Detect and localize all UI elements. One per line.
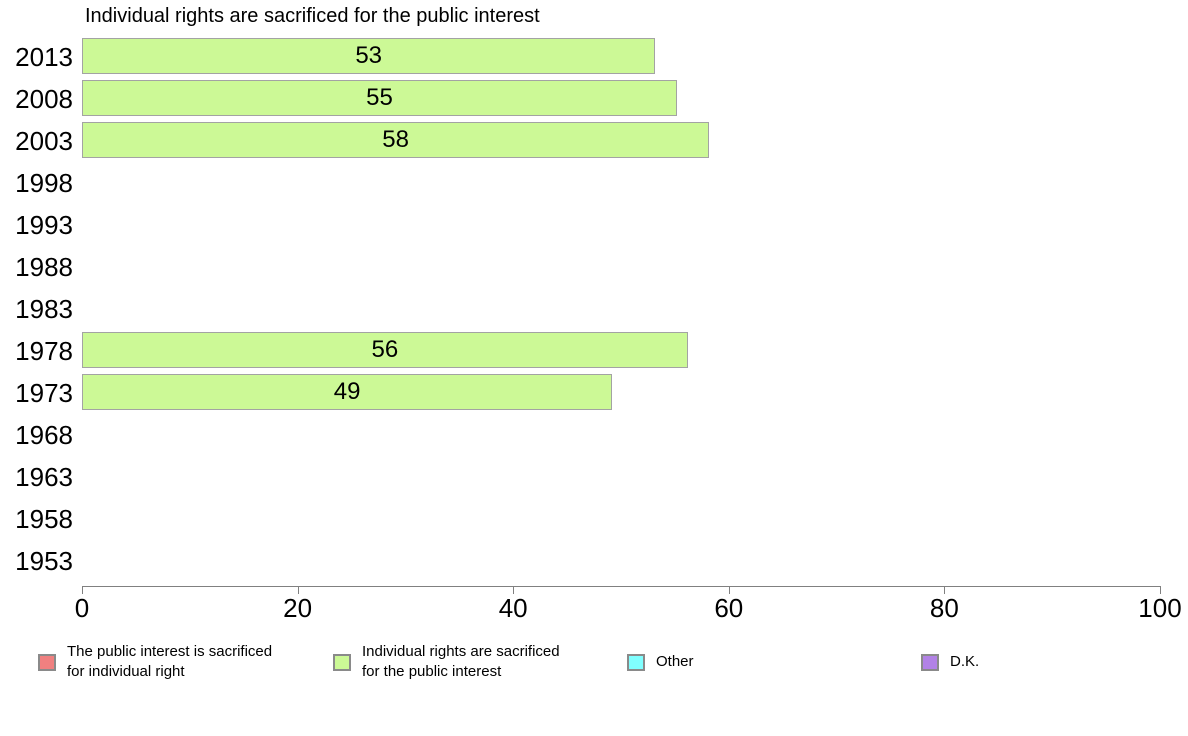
legend-label-line: for the public interest: [362, 663, 502, 680]
bar-row: 1978 56: [0, 330, 1188, 372]
x-axis-tick-label: 80: [929, 593, 959, 623]
bar-row: 2008 55: [0, 78, 1188, 120]
bar-row: 2013 53: [0, 36, 1188, 78]
bar: 58: [82, 122, 710, 158]
legend-swatch: [627, 653, 645, 671]
x-axis-tick-label: 20: [283, 593, 313, 623]
x-axis-tick-mark: [1160, 586, 1161, 594]
legend-swatch: [38, 653, 56, 671]
x-axis-tick-label: 0: [74, 593, 90, 623]
x-axis-tick-label: 100: [1138, 593, 1182, 623]
bar-value-label: 55: [366, 84, 393, 111]
bar-row: 1963: [0, 456, 1188, 498]
legend-label: D.K.: [950, 652, 979, 672]
legend-item: Other: [627, 632, 694, 692]
category-label: 2003: [15, 126, 73, 156]
bar: 55: [82, 80, 677, 116]
legend-item: Individual rights are sacrificed for the …: [333, 632, 560, 692]
x-axis-tick-mark: [944, 586, 946, 594]
category-label: 1968: [15, 420, 73, 450]
legend-label-line: Other: [656, 653, 694, 670]
legend-label: The public interest is sacrificed for ind…: [67, 642, 272, 682]
bar: 56: [82, 332, 688, 368]
x-axis-tick-mark: [82, 586, 83, 594]
bar-row: 1988: [0, 246, 1188, 288]
bar-value-label: 56: [371, 336, 399, 363]
category-label: 2008: [15, 84, 73, 114]
legend: The public interest is sacrificed for ind…: [0, 632, 1188, 692]
bar-value-label: 58: [382, 126, 409, 153]
category-label: 1998: [15, 168, 73, 198]
category-label: 1978: [15, 336, 73, 366]
legend-label: Other: [656, 652, 694, 672]
category-label: 1983: [15, 294, 73, 324]
legend-item: The public interest is sacrificed for ind…: [38, 632, 272, 692]
legend-label: Individual rights are sacrificed for the …: [362, 642, 560, 682]
x-axis-tick-label: 60: [714, 593, 744, 623]
legend-swatch: [921, 653, 939, 671]
bar-row: 2003 58: [0, 120, 1188, 162]
bar: 49: [82, 374, 613, 410]
legend-label-line: for individual right: [67, 663, 185, 680]
bar-row: 1998: [0, 162, 1188, 204]
legend-item: D.K.: [921, 632, 979, 692]
bar-row: 1968: [0, 414, 1188, 456]
legend-label-line: D.K.: [950, 653, 980, 670]
category-label: 1958: [15, 504, 73, 534]
category-label: 1963: [15, 462, 73, 492]
x-axis-tick-mark: [728, 586, 730, 594]
legend-label-line: Individual rights are sacrificed: [362, 643, 560, 660]
chart-title: Individual rights are sacrificed for the…: [85, 5, 540, 27]
bar-value-label: 53: [355, 42, 383, 69]
legend-label-line: The public interest is sacrificed: [67, 643, 273, 660]
x-axis-tick-mark: [513, 586, 515, 594]
bar-row: 1953: [0, 540, 1188, 582]
bar-value-label: 49: [333, 378, 361, 405]
legend-swatch: [333, 653, 351, 671]
bar-row: 1973 49: [0, 372, 1188, 414]
category-label: 1988: [15, 252, 73, 282]
bar-row: 1983: [0, 288, 1188, 330]
bar: 53: [82, 38, 656, 74]
category-label: 1953: [15, 546, 73, 576]
x-axis-line: [82, 586, 1160, 587]
category-label: 1973: [15, 378, 73, 408]
bar-row: 1993: [0, 204, 1188, 246]
category-label: 2013: [15, 42, 73, 72]
x-axis-tick-mark: [297, 586, 299, 594]
bar-row: 1958: [0, 498, 1188, 540]
x-axis-tick-label: 40: [498, 593, 528, 623]
category-label: 1993: [15, 210, 73, 240]
